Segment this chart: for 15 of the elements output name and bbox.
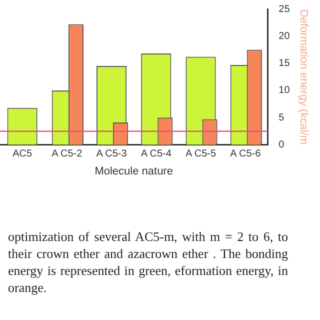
y-tick-label: 10: [278, 85, 290, 96]
text: optimization of several AC5-m, with m = 2 to 6, to their crown ether and azacrown ether . The bonding energy is represented in green, eformation energy, in orange.: [8, 228, 288, 296]
x-tick-label: A C5-5: [185, 148, 216, 160]
y-tick-label: 20: [278, 30, 290, 42]
y-tick-label: 5: [278, 112, 285, 124]
x-tick-label: A C5-6: [230, 148, 262, 160]
y-tick-label: 0: [278, 140, 285, 151]
x-tick-label: A C5-4: [140, 148, 172, 160]
x-tick-label: A C5-2: [52, 148, 83, 160]
y-tick-label: 15: [278, 58, 290, 70]
x-tick-label: AC5: [12, 148, 32, 160]
x-axis-title: Molecule nature: [94, 165, 173, 178]
y-axis-title: Deformation energy (kcal/m: [297, 9, 310, 144]
y-tick-label: 25: [278, 4, 290, 15]
x-tick-label: A C5-3: [96, 148, 128, 160]
